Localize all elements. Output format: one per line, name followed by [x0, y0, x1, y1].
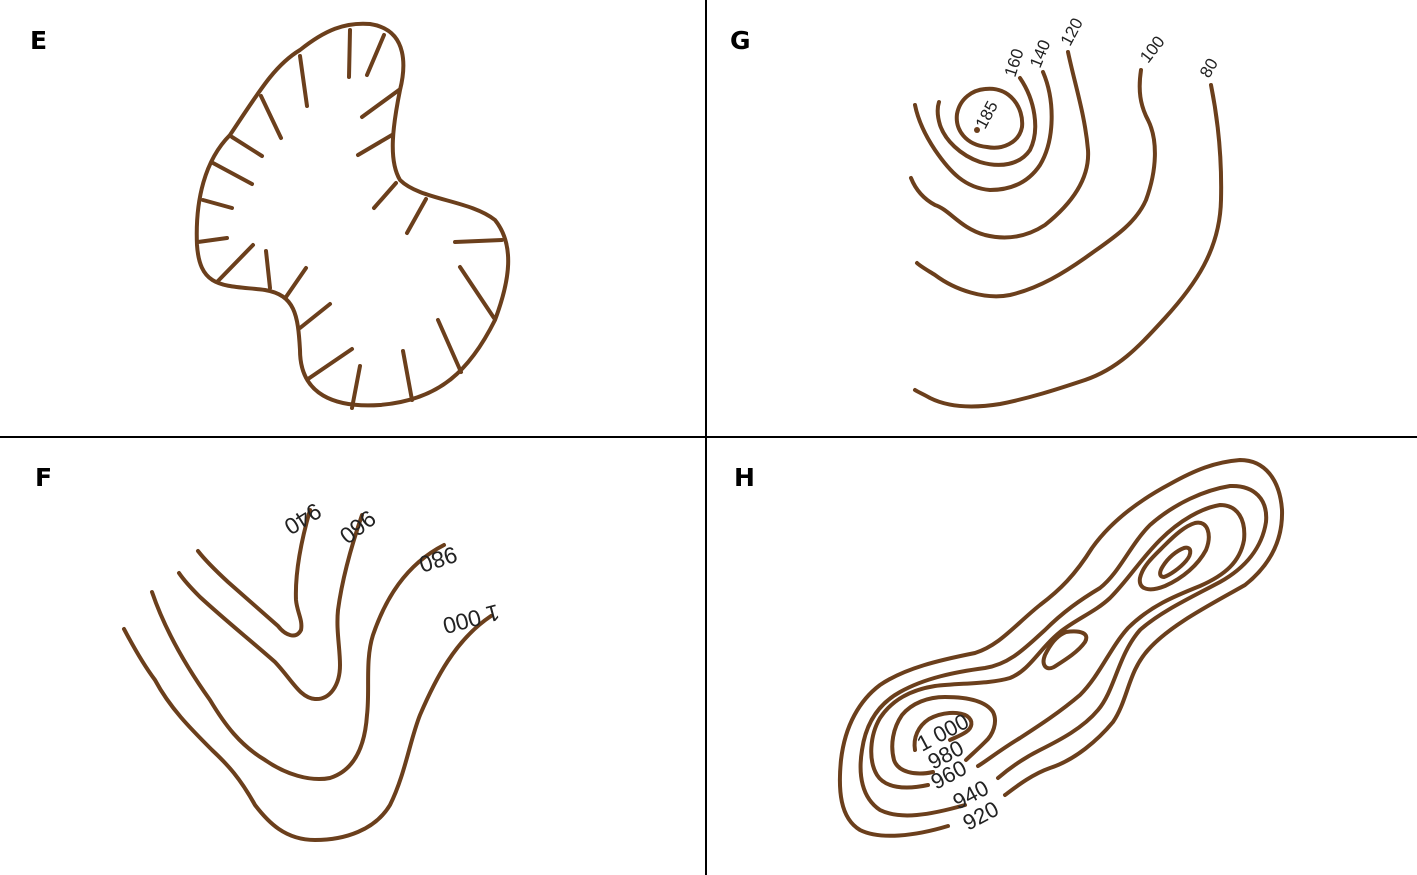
- panel-f: F 940 960 980 1 000: [35, 463, 503, 842]
- hachure-tick: [436, 318, 463, 374]
- hachure-tick: [298, 54, 309, 108]
- summit-spot: [974, 127, 980, 133]
- contour-960-line: [177, 513, 364, 701]
- contour-label-940: 940: [280, 498, 326, 540]
- hachure-tick: [201, 198, 234, 210]
- contour-label-80: 80: [1196, 55, 1222, 81]
- panel-g: G 185 160 140 120 100 80: [730, 15, 1224, 409]
- hachure-tick: [230, 135, 264, 158]
- hachure-tick: [215, 243, 255, 284]
- panel-e-outline: [194, 21, 511, 408]
- contour-960-line: [869, 503, 1247, 790]
- contour-185-loop: [954, 86, 1025, 150]
- panel-h: H 1 000 980 960 940 920: [734, 458, 1285, 838]
- panel-e: E: [30, 21, 511, 410]
- panel-e-letter: E: [30, 26, 47, 55]
- panel-g-labels: 185 160 140 120 100 80: [972, 15, 1222, 132]
- contour-80-line: [913, 83, 1224, 409]
- contour-label-100: 100: [1136, 32, 1168, 66]
- contour-label-980: 980: [416, 541, 461, 578]
- hachure-tick: [211, 161, 254, 186]
- panel-h-letter: H: [734, 463, 755, 492]
- contour-920-line: [837, 458, 1285, 838]
- contour-1000-line: [122, 614, 493, 842]
- contour-120-line: [909, 50, 1091, 240]
- hachure-tick: [458, 265, 496, 320]
- contour-east-peak-inner: [1158, 545, 1193, 579]
- hachure-tick: [405, 197, 428, 235]
- hachure-tick: [360, 88, 401, 119]
- contour-label-1000: 1 000: [440, 599, 502, 639]
- contour-140-line: [913, 70, 1054, 192]
- hachure-tick: [356, 133, 394, 157]
- panel-e-hachures: [196, 28, 504, 410]
- panel-f-labels: 940 960 980 1 000: [280, 498, 503, 639]
- contour-940-line: [858, 483, 1269, 818]
- panel-f-letter: F: [35, 463, 52, 492]
- hachure-tick: [196, 236, 229, 244]
- contour-label-960: 960: [335, 505, 381, 549]
- contour-980-line: [890, 695, 997, 776]
- contour-1000-line: [912, 710, 974, 752]
- contour-940-line: [196, 508, 312, 638]
- contour-label-160: 160: [1001, 46, 1028, 79]
- contour-100-line: [915, 68, 1157, 299]
- hachure-tick: [365, 33, 386, 77]
- contour-160-line: [935, 76, 1038, 167]
- hachure-tick: [298, 302, 332, 330]
- hachure-tick: [259, 94, 283, 140]
- contour-label-185: 185: [972, 98, 1002, 132]
- contour-label-120: 120: [1057, 15, 1087, 49]
- contour-east-peak-outer: [1137, 520, 1211, 592]
- hachure-tick: [372, 181, 398, 210]
- hachure-tick: [401, 349, 414, 402]
- panel-g-letter: G: [730, 26, 751, 55]
- hachure-tick: [284, 266, 308, 299]
- hachure-tick: [264, 249, 272, 290]
- contour-label-140: 140: [1026, 37, 1054, 70]
- panel-h-labels: 1 000 980 960 940 920: [913, 708, 1003, 835]
- contour-980-line: [150, 543, 446, 781]
- hachure-tick: [347, 28, 352, 79]
- hachure-tick: [453, 238, 504, 244]
- hachure-tick: [306, 347, 354, 381]
- contour-middle-loop: [1041, 629, 1089, 671]
- hachure-tick: [350, 364, 362, 410]
